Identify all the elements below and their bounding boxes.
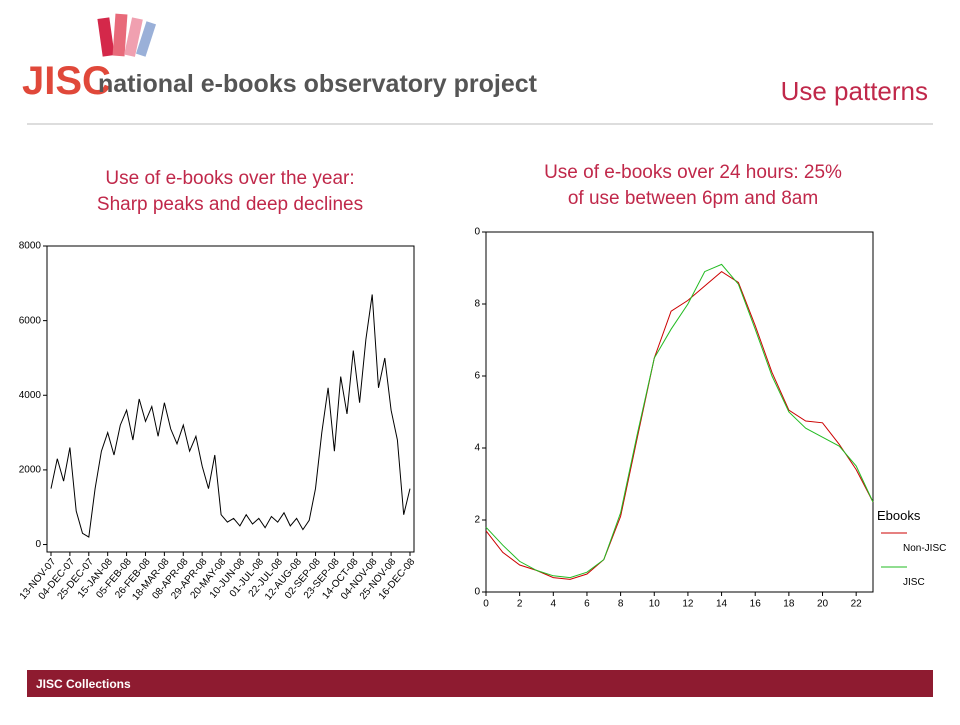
y-tick-label: 6 (474, 371, 480, 382)
y-tick-label: 4 (474, 443, 480, 454)
y-tick-label: 0 (474, 587, 480, 598)
y-tick-label: 2 (474, 515, 480, 526)
plot-frame (485, 231, 874, 593)
x-tick-label: 20 (817, 599, 829, 610)
x-tick-label: 0 (483, 599, 489, 610)
y-tick-label: 0 (35, 539, 41, 550)
y-tick-label: 8000 (19, 241, 42, 252)
x-tick-label: 4 (551, 599, 557, 610)
footer-bar (27, 670, 933, 697)
y-tick-label: 8 (474, 299, 480, 310)
y-tick-label: 6000 (19, 315, 42, 326)
plot-frame (46, 245, 415, 553)
x-tick-label: 12 (682, 599, 694, 610)
logo-books (97, 13, 157, 57)
legend-label: JISC (903, 577, 925, 588)
chart-title: Use of e-books over the year: (105, 168, 354, 189)
y-tick-label: 4000 (19, 390, 42, 401)
x-tick-label: 16 (750, 599, 762, 610)
chart-title: Sharp peaks and deep declines (97, 194, 363, 215)
chart-title: Use of e-books over 24 hours: 25% (544, 162, 842, 183)
x-tick-label: 2 (517, 599, 523, 610)
logo: JISC (22, 59, 111, 103)
slide-title: Use patterns (781, 76, 928, 106)
x-tick-label: 14 (716, 599, 728, 610)
data-line (485, 270, 874, 580)
x-tick-label: 18 (783, 599, 795, 610)
project-name: national e-books observatory project (98, 70, 538, 98)
y-tick-label: 0 (474, 227, 480, 238)
x-tick-label: 8 (618, 599, 624, 610)
data-line (50, 294, 411, 538)
chart-title: of use between 6pm and 8am (568, 188, 818, 209)
x-tick-label: 10 (649, 599, 661, 610)
legend-title: Ebooks (877, 508, 921, 523)
y-tick-label: 2000 (19, 465, 42, 476)
legend-label: Non-JISC (903, 543, 946, 554)
x-tick-label: 6 (584, 599, 590, 610)
x-tick-label: 22 (851, 599, 863, 610)
footer-text: JISC Collections (36, 677, 131, 691)
data-line (485, 263, 874, 579)
